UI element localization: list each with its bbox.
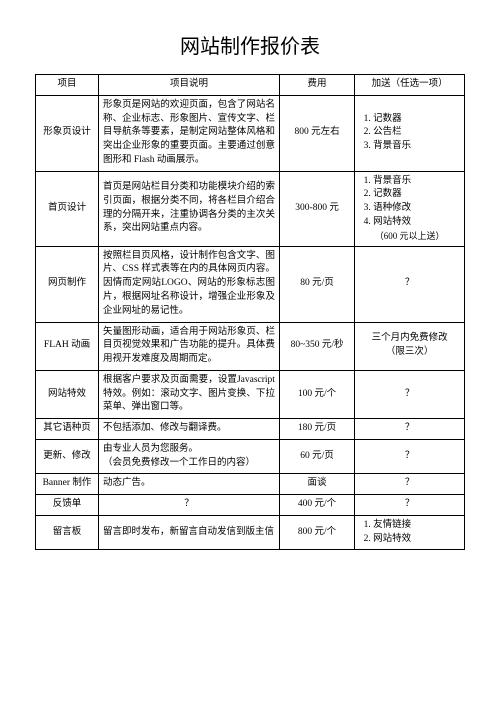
cell-bonus: 友情链接网站特效 — [355, 515, 465, 550]
table-row: 反馈单？400 元/个？ — [36, 495, 465, 516]
cell-price: 100 元/个 — [279, 370, 354, 418]
cell-project-name: 形象页设计 — [36, 95, 99, 171]
header-col1: 项目 — [36, 75, 99, 96]
page-title: 网站制作报价表 — [35, 30, 465, 59]
cell-bonus: ？ — [355, 246, 465, 322]
cell-bonus: ？ — [355, 370, 465, 418]
cell-description: 首页是网站栏目分类和功能模块介绍的索引页面，根据分类不同，将各栏目介绍合理的分隔… — [99, 171, 280, 246]
cell-project-name: 其它语种页 — [36, 419, 99, 440]
cell-project-name: FLAH 动画 — [36, 322, 99, 370]
table-row: 其它语种页不包括添加、修改与翻译费。180 元/页？ — [36, 419, 465, 440]
cell-description: 按照栏目页风格，设计制作包含文字、图片、CSS 样式表等在内的具体网页内容。因情… — [99, 246, 280, 322]
cell-project-name: 首页设计 — [36, 171, 99, 246]
cell-price: 面谈 — [279, 474, 354, 495]
cell-project-name: 网页制作 — [36, 246, 99, 322]
table-row: 网页制作按照栏目页风格，设计制作包含文字、图片、CSS 样式表等在内的具体网页内… — [36, 246, 465, 322]
cell-price: 80 元/页 — [279, 246, 354, 322]
table-row: 首页设计首页是网站栏目分类和功能模块介绍的索引页面，根据分类不同，将各栏目介绍合… — [36, 171, 465, 246]
cell-description: 不包括添加、修改与翻译费。 — [99, 419, 280, 440]
cell-bonus: 背景音乐记数器语种修改网站特效（600 元以上送） — [355, 171, 465, 246]
cell-project-name: 留言板 — [36, 515, 99, 550]
cell-price: 400 元/个 — [279, 495, 354, 516]
cell-project-name: 反馈单 — [36, 495, 99, 516]
cell-description: 动态广告。 — [99, 474, 280, 495]
header-col4: 加送（任选一项） — [355, 75, 465, 96]
cell-bonus: ？ — [355, 439, 465, 474]
table-row: FLAH 动画矢量图形动画，适合用于网站形象页、栏目页视觉效果和广告功能的提升。… — [36, 322, 465, 370]
cell-price: 800 元左右 — [279, 95, 354, 171]
cell-bonus: 三个月内免费修改（限三次） — [355, 322, 465, 370]
cell-project-name: Banner 制作 — [36, 474, 99, 495]
cell-bonus: 记数器公告栏背景音乐 — [355, 95, 465, 171]
quotation-table: 项目 项目说明 费用 加送（任选一项） 形象页设计形象页是网站的欢迎页面，包含了… — [35, 74, 465, 550]
cell-price: 180 元/页 — [279, 419, 354, 440]
cell-price: 800 元/个 — [279, 515, 354, 550]
table-row: 更新、修改由专业人员为您服务。（会员免费修改一个工作日的内容）60 元/页？ — [36, 439, 465, 474]
table-header-row: 项目 项目说明 费用 加送（任选一项） — [36, 75, 465, 96]
cell-bonus: ？ — [355, 495, 465, 516]
table-row: Banner 制作动态广告。面谈？ — [36, 474, 465, 495]
cell-bonus: ？ — [355, 419, 465, 440]
cell-description: 留言即时发布，新留言自动发信到版主信 — [99, 515, 280, 550]
cell-description: 由专业人员为您服务。（会员免费修改一个工作日的内容） — [99, 439, 280, 474]
table-row: 网站特效根据客户要求及页面需要，设置Javascript 特效。例如：滚动文字、… — [36, 370, 465, 418]
cell-description: 形象页是网站的欢迎页面，包含了网站名称、企业标志、形象图片、宣传文字、栏目导航条… — [99, 95, 280, 171]
cell-description: 矢量图形动画，适合用于网站形象页、栏目页视觉效果和广告功能的提升。具体费用视开发… — [99, 322, 280, 370]
cell-bonus: ？ — [355, 474, 465, 495]
cell-project-name: 更新、修改 — [36, 439, 99, 474]
table-row: 形象页设计形象页是网站的欢迎页面，包含了网站名称、企业标志、形象图片、宣传文字、… — [36, 95, 465, 171]
cell-description: 根据客户要求及页面需要，设置Javascript 特效。例如：滚动文字、图片变换… — [99, 370, 280, 418]
table-row: 留言板留言即时发布，新留言自动发信到版主信800 元/个友情链接网站特效 — [36, 515, 465, 550]
cell-price: 80~350 元/秒 — [279, 322, 354, 370]
cell-price: 300-800 元 — [279, 171, 354, 246]
cell-project-name: 网站特效 — [36, 370, 99, 418]
cell-description: ？ — [99, 495, 280, 516]
header-col2: 项目说明 — [99, 75, 280, 96]
header-col3: 费用 — [279, 75, 354, 96]
cell-price: 60 元/页 — [279, 439, 354, 474]
